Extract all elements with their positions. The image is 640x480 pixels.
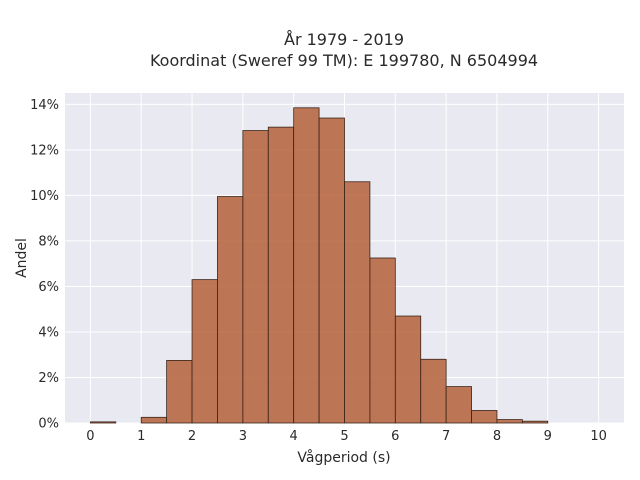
histogram-bar: [140, 416, 168, 424]
y-tick-label: 8%: [38, 234, 59, 249]
x-tick-label: 7: [442, 429, 450, 444]
x-tick-label: 10: [590, 429, 607, 444]
histogram-bar: [521, 420, 549, 424]
histogram-bar: [217, 196, 244, 424]
histogram-bar: [420, 358, 447, 424]
x-tick-label: 8: [493, 429, 501, 444]
y-axis-ticks: 0% 2% 4% 6% 8% 10% 12% 14%: [30, 98, 59, 432]
x-axis-label: Vågperiod (s): [297, 449, 390, 466]
x-tick-label: 9: [544, 429, 552, 444]
x-tick-label: 6: [391, 429, 399, 444]
histogram-bar: [445, 386, 472, 424]
x-tick-label: 5: [340, 429, 348, 444]
histogram-bar: [369, 257, 396, 424]
bars: [90, 107, 549, 424]
x-axis-ticks: 0 1 2 3 4 5 6 7 8 9 10: [86, 429, 607, 444]
histogram-bar: [242, 130, 269, 424]
histogram-bar: [293, 107, 320, 424]
y-tick-label: 14%: [30, 98, 59, 113]
x-tick-label: 1: [137, 429, 145, 444]
x-tick-label: 0: [86, 429, 94, 444]
y-tick-label: 12%: [30, 143, 59, 158]
histogram-bar: [267, 126, 295, 424]
y-tick-label: 0%: [38, 417, 59, 432]
histogram-bar: [166, 360, 193, 424]
x-tick-label: 2: [188, 429, 196, 444]
y-axis-label: Andel: [14, 238, 30, 278]
histogram-bar: [318, 117, 345, 424]
chart-title-line2: Koordinat (Sweref 99 TM): E 199780, N 65…: [150, 51, 538, 70]
chart-title-line1: År 1979 - 2019: [284, 30, 404, 49]
histogram-bar: [344, 181, 371, 424]
x-tick-label: 4: [290, 429, 298, 444]
histogram-bar: [191, 279, 218, 424]
histogram-bar: [496, 419, 523, 424]
y-tick-label: 2%: [38, 371, 59, 386]
y-tick-label: 4%: [38, 325, 59, 340]
histogram-bar: [471, 410, 498, 424]
histogram-bar: [90, 421, 117, 424]
histogram-bar: [394, 315, 422, 424]
y-tick-label: 10%: [30, 189, 59, 204]
x-tick-label: 3: [239, 429, 247, 444]
y-tick-label: 6%: [38, 280, 59, 295]
